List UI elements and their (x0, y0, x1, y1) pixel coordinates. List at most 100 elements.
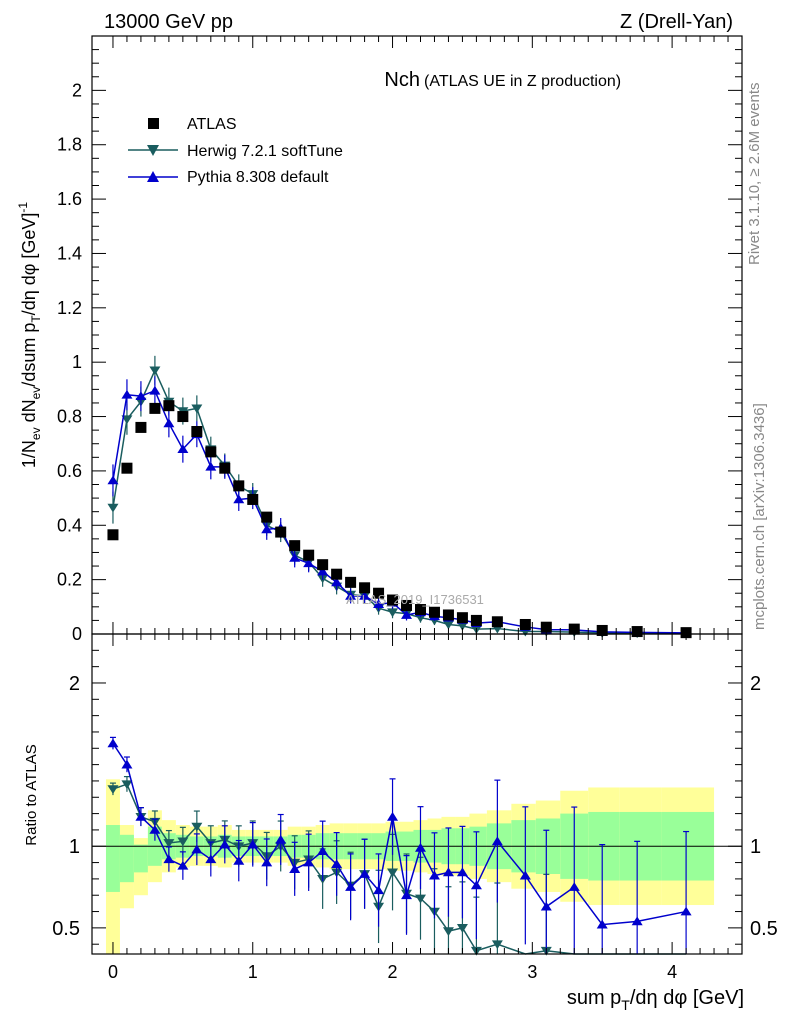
y-tick-label-top-0.2: 0.2 (57, 570, 82, 590)
herwig-point-3 (149, 366, 161, 376)
atlas-point-15 (317, 559, 329, 571)
atlas-point-9 (233, 480, 245, 492)
herwig-ratio-point-25 (456, 924, 468, 933)
herwig-point-25 (456, 621, 468, 631)
atlas-point-11 (261, 511, 273, 523)
y-axis-label-ratio: Ratio to ATLAS (23, 744, 40, 845)
atlas-point-4 (163, 400, 175, 412)
atlas-point-0 (107, 529, 119, 541)
pythia-ratio-point-19 (373, 885, 385, 895)
pythia-ratio-point-4 (163, 854, 175, 864)
herwig-ratio-point-20 (387, 868, 399, 878)
pythia-ratio-point-20 (387, 811, 399, 821)
pythia-ratio-point-11 (261, 857, 273, 867)
pythia-point-5 (177, 444, 189, 454)
pythia-point-16 (331, 577, 343, 587)
y-tick-label-top-0: 0 (72, 624, 82, 644)
pythia-point-2 (135, 391, 147, 401)
atlas-point-3 (149, 402, 161, 414)
y-tick-label-ratio-left-1: 1 (69, 836, 80, 858)
pythia-ratio-point-18 (359, 869, 371, 878)
y-tick-label-ratio-left-0.5: 0.5 (52, 918, 80, 940)
pythia-ratio-point-7 (205, 854, 217, 864)
pythia-point-21 (401, 610, 413, 619)
pythia-point-18 (359, 590, 371, 600)
pythia-ratio-point-27 (491, 836, 503, 846)
pythia-point-13 (289, 552, 301, 562)
herwig-point-6 (191, 404, 203, 414)
atlas-point-19 (373, 587, 385, 599)
herwig-line (112, 368, 687, 635)
band-green-0 (105, 825, 120, 892)
legend-marker-atlas (148, 118, 159, 129)
atlas-point-2 (135, 421, 147, 433)
header-right-label: Z (Drell-Yan) (620, 11, 733, 33)
herwig-point-20 (387, 608, 399, 618)
y-tick-label-top-1: 1 (72, 352, 82, 372)
pythia-point-4 (163, 418, 175, 428)
ratio-layer (107, 736, 692, 956)
herwig-point-24 (442, 620, 454, 630)
pythia-ratio-point-3 (149, 824, 161, 834)
rivet-version-label: Rivet 3.1.10, ≥ 2.6M events (746, 83, 763, 266)
atlas-point-25 (456, 612, 468, 624)
atlas-point-14 (303, 549, 315, 561)
pythia-point-9 (233, 494, 245, 504)
atlas-point-1 (121, 462, 133, 474)
pythia-ratio-point-28 (519, 870, 531, 880)
y-tick-label-ratio-right-0.5: 0.5 (750, 918, 778, 940)
pythia-point-17 (345, 590, 357, 600)
legend-label-atlas: ATLAS (187, 116, 237, 133)
herwig-ratio-point-22 (414, 894, 426, 904)
atlas-point-27 (491, 616, 503, 628)
legend: ATLAS Herwig 7.2.1 softTune Pythia 8.308… (128, 116, 343, 186)
herwig-ratio-point-4 (163, 839, 175, 848)
x-tick-label-4: 4 (667, 962, 677, 982)
y-tick-label-top-1.2: 1.2 (57, 298, 82, 318)
x-tick-label-2: 2 (388, 962, 398, 982)
pythia-point-0 (107, 475, 119, 485)
pythia-ratio-point-1 (121, 759, 133, 769)
atlas-point-13 (289, 540, 301, 552)
atlas-point-17 (345, 576, 357, 588)
x-tick-label-1: 1 (248, 962, 258, 982)
x-axis-label: sum pT/dη dφ [GeV] (567, 987, 744, 1013)
legend-label-pythia: Pythia 8.308 default (187, 169, 329, 186)
legend-label-herwig: Herwig 7.2.1 softTune (187, 143, 343, 160)
pythia-ratio-point-29 (540, 901, 552, 911)
pythia-ratio-point-6 (191, 844, 203, 854)
atlas-point-28 (519, 618, 531, 630)
y-tick-label-ratio-left-2: 2 (69, 673, 80, 695)
atlas-point-21 (401, 599, 413, 611)
atlas-point-22 (414, 604, 426, 616)
ratio-panel-frame (91, 633, 743, 955)
band-green-1 (119, 834, 134, 883)
pythia-ratio-point-21 (401, 890, 413, 900)
pythia-ratio-point-25 (456, 867, 468, 877)
atlas-point-10 (247, 493, 259, 505)
pythia-ratio-point-30 (568, 882, 580, 891)
pythia-ratio-point-2 (135, 811, 147, 821)
pythia-ratio-point-32 (631, 916, 643, 926)
atlas-point-23 (428, 606, 440, 618)
pythia-point-11 (261, 524, 273, 534)
pythia-ratio-point-24 (442, 867, 454, 877)
y-tick-label-top-0.8: 0.8 (57, 407, 82, 427)
pythia-ratio-point-9 (233, 855, 245, 865)
pythia-ratio-line (112, 742, 687, 926)
herwig-point-1 (121, 415, 133, 425)
herwig-ratio-line (112, 783, 687, 955)
atlas-point-18 (359, 582, 371, 594)
y-tick-label-top-0.4: 0.4 (57, 515, 82, 535)
atlas-point-26 (470, 614, 482, 626)
pythia-ratio-point-33 (680, 906, 692, 916)
herwig-ratio-point-5 (177, 837, 189, 847)
herwig-ratio-point-24 (442, 927, 454, 937)
pythia-ratio-point-0 (107, 738, 119, 748)
legend-marker-herwig (147, 145, 159, 156)
y-tick-label-top-0.6: 0.6 (57, 461, 82, 481)
herwig-point-0 (107, 503, 119, 513)
y-tick-label-ratio-right-1: 1 (750, 836, 761, 858)
pythia-ratio-point-17 (345, 882, 357, 891)
y-tick-label-top-2: 2 (72, 80, 82, 100)
